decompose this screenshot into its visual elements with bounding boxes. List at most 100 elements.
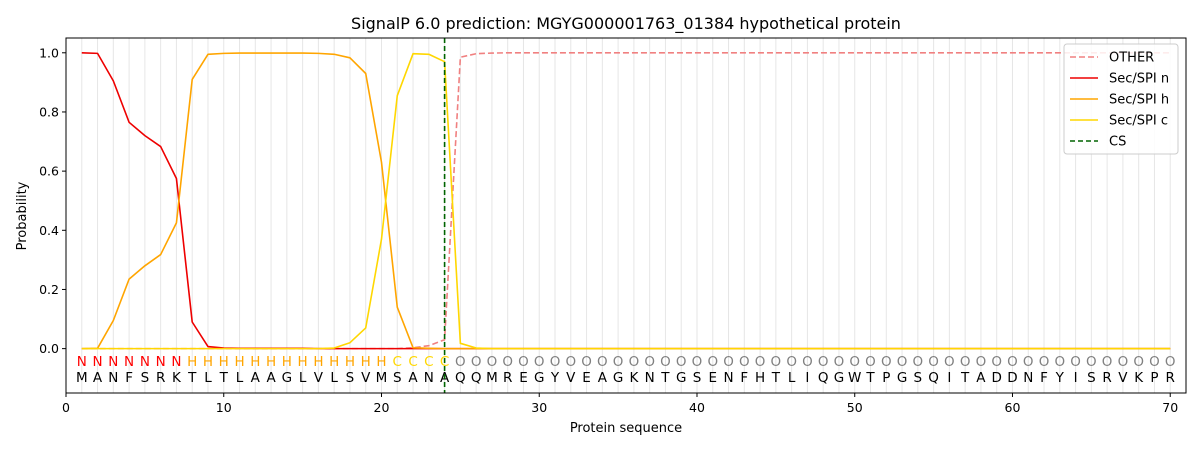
- residue-label: P: [1150, 370, 1158, 386]
- region-label: H: [376, 354, 386, 370]
- region-label: O: [644, 354, 655, 370]
- region-label: O: [1102, 354, 1113, 370]
- region-label: N: [156, 354, 166, 370]
- region-label: O: [723, 354, 734, 370]
- x-tick-label: 0: [62, 400, 70, 415]
- residue-label: V: [1118, 370, 1128, 386]
- region-label: O: [865, 354, 876, 370]
- region-label: C: [393, 354, 402, 370]
- region-label: O: [597, 354, 608, 370]
- region-label: O: [1118, 354, 1129, 370]
- region-label: O: [487, 354, 498, 370]
- region-label: O: [739, 354, 750, 370]
- residue-label: L: [204, 370, 212, 386]
- legend-label: OTHER: [1109, 51, 1154, 66]
- region-label: O: [518, 354, 529, 370]
- region-label: O: [707, 354, 718, 370]
- region-label: O: [944, 354, 955, 370]
- region-label: H: [298, 354, 308, 370]
- residue-label: L: [330, 370, 338, 386]
- series-lines: [81, 38, 1171, 393]
- region-label: O: [755, 354, 766, 370]
- residue-label: S: [346, 370, 355, 386]
- x-tick-label: 30: [531, 400, 547, 415]
- region-label: O: [471, 354, 482, 370]
- residue-label: A: [251, 370, 261, 386]
- region-label: O: [629, 354, 640, 370]
- residue-label: V: [566, 370, 576, 386]
- region-label: O: [1023, 354, 1034, 370]
- region-label: O: [565, 354, 576, 370]
- residue-label: R: [1102, 370, 1111, 386]
- residue-label: T: [219, 370, 229, 386]
- region-label: O: [1149, 354, 1160, 370]
- residue-label: Q: [818, 370, 829, 386]
- residue-label: L: [788, 370, 796, 386]
- residue-label: S: [393, 370, 402, 386]
- residue-label: M: [76, 370, 88, 386]
- residue-label: G: [282, 370, 292, 386]
- region-label: C: [424, 354, 433, 370]
- residue-label: I: [805, 370, 809, 386]
- legend-label: Sec/SPI n: [1109, 72, 1169, 87]
- y-tick-label: 0.6: [39, 164, 59, 179]
- residue-label: T: [960, 370, 970, 386]
- residue-label: R: [156, 370, 165, 386]
- region-label: O: [613, 354, 624, 370]
- region-label: O: [834, 354, 845, 370]
- residue-label: K: [172, 370, 182, 386]
- residue-label: E: [708, 370, 717, 386]
- residue-label: E: [519, 370, 528, 386]
- legend-label: CS: [1109, 135, 1126, 150]
- region-label: N: [77, 354, 87, 370]
- residue-label: G: [613, 370, 623, 386]
- residue-label: F: [125, 370, 133, 386]
- residue-label: H: [755, 370, 765, 386]
- residue-label: M: [486, 370, 498, 386]
- region-label: O: [802, 354, 813, 370]
- y-tick-label: 0.8: [39, 104, 59, 119]
- residue-label: Q: [928, 370, 939, 386]
- residue-label: T: [660, 370, 670, 386]
- region-label: H: [313, 354, 323, 370]
- region-label: O: [1133, 354, 1144, 370]
- residue-label: G: [897, 370, 907, 386]
- residue-label: L: [299, 370, 307, 386]
- legend-label: Sec/SPI c: [1109, 114, 1168, 129]
- residue-label: A: [93, 370, 103, 386]
- x-tick-label: 50: [847, 400, 863, 415]
- region-label: O: [581, 354, 592, 370]
- residue-label: T: [865, 370, 875, 386]
- region-label: O: [1039, 354, 1050, 370]
- legend-label: Sec/SPI h: [1109, 93, 1169, 108]
- region-label: O: [849, 354, 860, 370]
- residue-label: K: [1134, 370, 1144, 386]
- region-label: H: [361, 354, 371, 370]
- region-label: O: [1070, 354, 1081, 370]
- residue-label: E: [582, 370, 591, 386]
- region-label: O: [897, 354, 908, 370]
- region-label: O: [455, 354, 466, 370]
- region-label: H: [203, 354, 213, 370]
- residue-label: N: [424, 370, 434, 386]
- region-label: O: [1007, 354, 1018, 370]
- residue-label: M: [376, 370, 388, 386]
- region-label: H: [266, 354, 276, 370]
- residue-label: Y: [550, 370, 560, 386]
- chart-title: SignalP 6.0 prediction: MGYG000001763_01…: [351, 14, 901, 34]
- region-label: O: [692, 354, 703, 370]
- region-label: N: [140, 354, 150, 370]
- residue-label: L: [236, 370, 244, 386]
- residue-label: S: [914, 370, 923, 386]
- region-label: N: [92, 354, 102, 370]
- residue-label: D: [992, 370, 1002, 386]
- y-axis-label: Probability: [15, 181, 30, 250]
- region-label: O: [881, 354, 892, 370]
- residue-label: F: [1040, 370, 1048, 386]
- y-tick-label: 1.0: [39, 45, 59, 60]
- region-label: O: [550, 354, 561, 370]
- region-label: O: [534, 354, 545, 370]
- region-label: N: [108, 354, 118, 370]
- region-label: C: [408, 354, 417, 370]
